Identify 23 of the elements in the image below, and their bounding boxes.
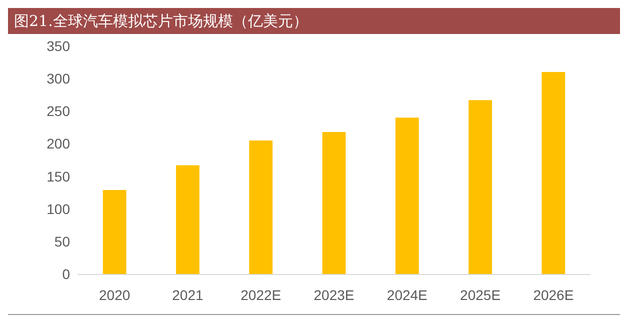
y-tick-label: 300 [46,70,70,87]
y-tick-label: 150 [46,168,70,184]
bar [102,190,126,274]
x-tick-label: 2023E [314,287,354,303]
x-tick-label: 2026E [533,287,574,303]
x-tick-label: 2025E [460,287,501,303]
bar [176,165,200,274]
bar [395,118,419,274]
chart-title: 图21.全球汽车模拟芯片市场规模（亿美元） [8,8,620,34]
x-tick-label: 2022E [240,287,282,303]
bar [249,140,273,274]
bar [468,100,492,274]
y-tick-label: 250 [46,103,70,120]
bar [542,72,566,274]
y-tick-label: 350 [46,38,70,54]
x-tick-label: 2021 [172,287,204,303]
x-tick-label: 2020 [98,287,130,303]
y-tick-label: 100 [46,200,70,217]
y-tick-label: 0 [62,266,70,282]
y-tick-label: 50 [54,233,70,250]
x-tick-label: 2024E [386,287,428,303]
y-tick-label: 200 [46,136,70,152]
bar [322,132,346,274]
